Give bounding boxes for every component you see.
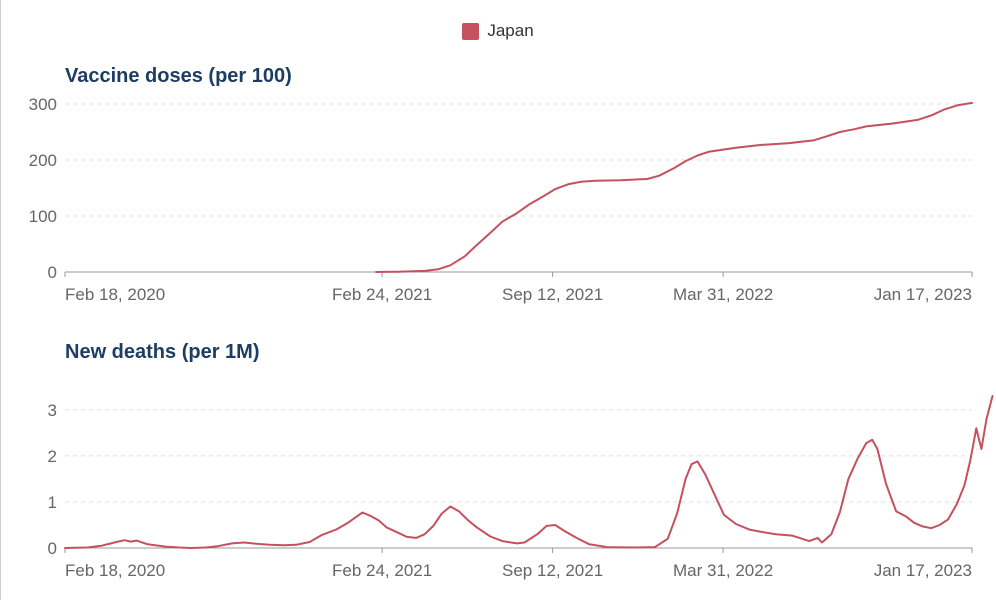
x-tick-label: Jan 17, 2023 (874, 561, 972, 580)
legend: Japan (0, 21, 996, 41)
series-line-japan (64, 395, 994, 549)
legend-label: Japan (487, 21, 534, 40)
x-tick-label: Feb 24, 2021 (332, 561, 432, 580)
series-line-japan (375, 101, 973, 273)
x-tick-label: Feb 24, 2021 (332, 285, 432, 304)
chart-title: Vaccine doses (per 100) (65, 65, 292, 87)
y-tick-label: 3 (48, 401, 57, 420)
legend-swatch (462, 22, 480, 40)
chart-title: New deaths (per 1M) (65, 341, 259, 363)
x-tick-label: Mar 31, 2022 (673, 285, 773, 304)
y-tick-label: 2 (48, 447, 57, 466)
x-tick-label: Mar 31, 2022 (673, 561, 773, 580)
y-tick-label: 300 (29, 95, 57, 114)
x-tick-label: Feb 18, 2020 (65, 285, 165, 304)
y-tick-label: 0 (48, 539, 57, 558)
left-border (0, 0, 1, 600)
x-tick-label: Sep 12, 2021 (502, 285, 603, 304)
chart-panel-2: New deaths (per 1M) 0 1 2 3 Feb 18, 2020 Feb 2… (48, 341, 994, 580)
chart-panel-1: Vaccine doses (per 100) 0 100 200 300 Feb 18,… (29, 65, 973, 304)
x-tick-label: Jan 17, 2023 (874, 285, 972, 304)
x-tick-label: Sep 12, 2021 (502, 561, 603, 580)
y-tick-label: 1 (48, 493, 57, 512)
y-tick-label: 200 (29, 151, 57, 170)
y-tick-label: 100 (29, 207, 57, 226)
x-tick-label: Feb 18, 2020 (65, 561, 165, 580)
y-tick-label: 0 (48, 263, 57, 282)
